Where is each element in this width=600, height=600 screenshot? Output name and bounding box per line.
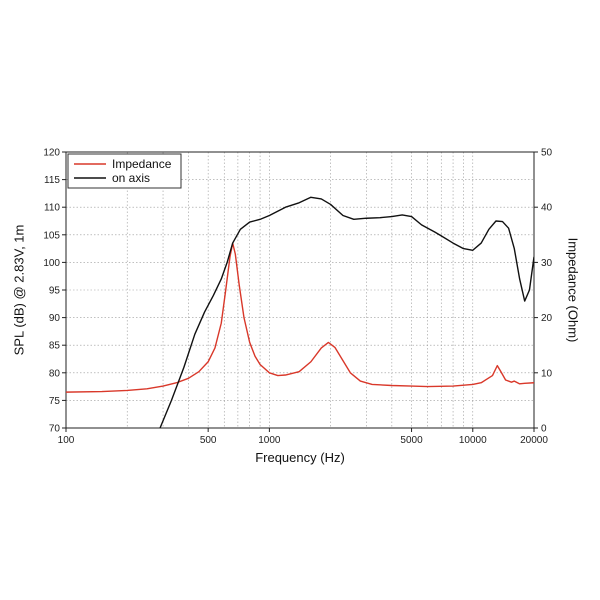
y2-tick-label: 0 [541,424,547,435]
x-tick-label: 1000 [258,435,281,446]
y2-axis-title: Impedance (Ohm) [566,238,581,343]
y-tick-label: 105 [43,230,60,241]
y-tick-label: 100 [43,258,60,269]
x-tick-label: 10000 [459,435,487,446]
y-tick-label: 75 [49,396,61,407]
y-tick-label: 115 [44,175,60,186]
x-axis-title: Frequency (Hz) [255,450,345,465]
y-tick-label: 95 [49,286,61,297]
x-tick-label: 20000 [520,435,548,446]
legend-label-impedance: Impedance [112,157,172,171]
x-tick-label: 500 [200,435,217,446]
legend-box [67,153,182,189]
y2-tick-label: 20 [541,313,553,324]
x-tick-label: 100 [58,435,75,446]
y-tick-label: 110 [44,203,60,214]
y-tick-label: 70 [49,424,61,435]
series-line-on-axis [159,196,534,428]
y2-tick-label: 40 [541,203,553,214]
y-tick-label: 120 [43,148,60,159]
y2-tick-label: 30 [541,258,553,269]
y2-tick-label: 10 [541,368,553,379]
x-tick-label: 5000 [400,435,423,446]
y-tick-label: 90 [49,313,61,324]
legend-label-on-axis: on axis [112,171,150,185]
y-axis-title: SPL (dB) @ 2.83V, 1m [11,225,26,356]
y2-tick-label: 50 [541,148,553,159]
legend: Impedance on axis [67,153,182,189]
ticks-layer: 100 500 1000 5000 10000 200007075808590951001… [43,148,552,447]
series-layer [66,196,534,428]
series-line-impedance [66,242,534,393]
y-tick-label: 85 [49,341,61,352]
y-tick-label: 80 [49,368,61,379]
